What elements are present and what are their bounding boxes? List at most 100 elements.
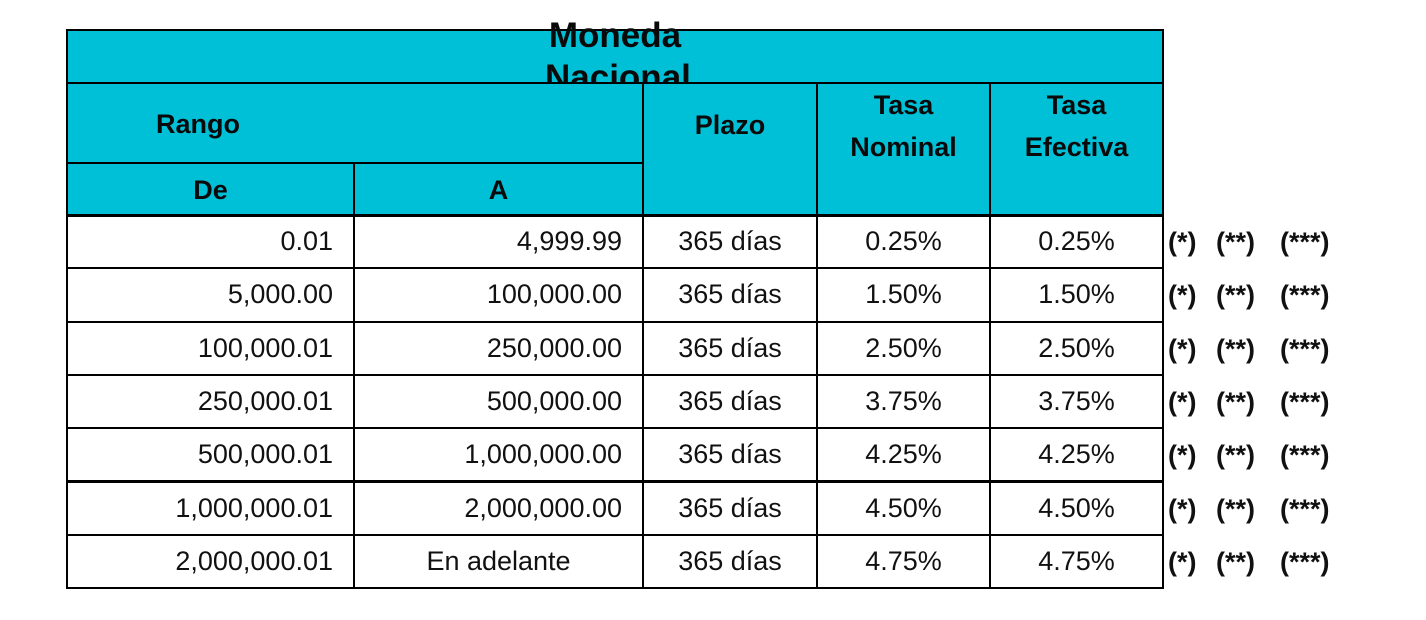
data-cell: 1.50% <box>816 267 991 323</box>
data-cell: 365 días <box>642 267 818 323</box>
data-cell: 3.75% <box>816 373 991 430</box>
data-cell-text: 2.50% <box>1038 332 1115 363</box>
data-cell: 4.75% <box>989 533 1164 590</box>
data-cell-text: 4.75% <box>1038 545 1115 576</box>
data-cell: 1.50% <box>989 267 1164 323</box>
footnote-marker: (**) <box>1216 386 1255 417</box>
data-cell-text: 365 días <box>678 492 782 523</box>
data-cell-text: 5,000.00 <box>227 279 333 310</box>
data-cell: 2,000,000.00 <box>353 480 644 536</box>
data-cell: 365 días <box>642 533 818 590</box>
data-cell-text: 100,000.01 <box>197 332 333 363</box>
data-cell-text: 500,000.00 <box>486 386 622 417</box>
data-cell-text: 0.25% <box>1038 226 1115 257</box>
footnote-marker: (**) <box>1216 440 1255 471</box>
header-cell-text: Plazo <box>694 110 766 140</box>
data-cell-text: 0.25% <box>865 226 942 257</box>
footnote-marker: (*) <box>1168 493 1197 524</box>
data-cell-text: 365 días <box>678 226 782 257</box>
data-cell: 0.25% <box>816 214 991 270</box>
header-cell-text: De <box>193 174 228 205</box>
data-cell: 0.01 <box>66 214 355 270</box>
header-cell-text: A <box>488 174 509 205</box>
data-cell: 500,000.01 <box>66 427 355 483</box>
data-cell: 365 días <box>642 427 818 483</box>
data-cell-text: 4.50% <box>1038 492 1115 523</box>
table-title-text: Moneda Nacional <box>545 16 691 97</box>
data-cell-text: 1,000,000.01 <box>175 492 333 523</box>
header-cell: Plazo <box>642 82 818 217</box>
data-cell-text: 250,000.00 <box>486 332 622 363</box>
data-cell-text: 4.25% <box>1038 439 1115 470</box>
data-cell: 4,999.99 <box>353 214 644 270</box>
header-cell: De <box>66 162 355 217</box>
data-cell: En adelante <box>353 533 644 590</box>
footnote-marker: (**) <box>1216 227 1255 257</box>
data-cell-text: 250,000.01 <box>197 386 333 417</box>
data-cell: 365 días <box>642 214 818 270</box>
data-cell: 365 días <box>642 373 818 430</box>
data-cell-text: 1,000,000.00 <box>464 439 622 470</box>
footnote-marker: (***) <box>1280 440 1330 471</box>
data-cell: 1,000,000.00 <box>353 427 644 483</box>
header-cell-text: Tasa Nominal <box>850 90 957 162</box>
data-cell: 365 días <box>642 320 818 376</box>
data-cell: 250,000.00 <box>353 320 644 376</box>
data-cell-text: 365 días <box>678 545 782 576</box>
data-cell: 4.50% <box>989 480 1164 536</box>
data-cell-text: 1.50% <box>865 279 942 310</box>
data-cell: 1,000,000.01 <box>66 480 355 536</box>
data-cell: 4.50% <box>816 480 991 536</box>
data-cell: 0.25% <box>989 214 1164 270</box>
footnote-marker: (*) <box>1168 280 1197 311</box>
data-cell: 2.50% <box>816 320 991 376</box>
header-cell-text: Tasa Efectiva <box>1024 90 1129 162</box>
footnote-marker: (*) <box>1168 333 1197 364</box>
data-cell-text: 2,000,000.01 <box>175 545 333 576</box>
data-cell-text: 1.50% <box>1038 279 1115 310</box>
footnote-marker: (**) <box>1216 280 1255 311</box>
data-cell-text: 4.75% <box>865 545 942 576</box>
footnote-marker: (**) <box>1216 333 1255 364</box>
footnote-marker: (***) <box>1280 333 1330 364</box>
table-title: Moneda Nacional <box>66 16 1164 97</box>
data-cell-text: 365 días <box>678 386 782 417</box>
data-cell-text: 100,000.00 <box>486 279 622 310</box>
header-cell: A <box>353 162 644 217</box>
data-cell: 4.25% <box>816 427 991 483</box>
footnote-marker: (*) <box>1168 546 1197 577</box>
footnote-marker: (*) <box>1168 227 1197 257</box>
data-cell-text: 3.75% <box>865 386 942 417</box>
data-cell: 4.25% <box>989 427 1164 483</box>
data-cell-text: 365 días <box>678 332 782 363</box>
data-cell-text: 365 días <box>678 439 782 470</box>
data-cell: 100,000.01 <box>66 320 355 376</box>
footnote-marker: (***) <box>1280 227 1330 257</box>
data-cell-text: 3.75% <box>1038 386 1115 417</box>
data-cell: 2,000,000.01 <box>66 533 355 590</box>
header-cell: Rango <box>66 82 644 165</box>
data-cell: 365 días <box>642 480 818 536</box>
footnote-marker: (*) <box>1168 386 1197 417</box>
header-cell-text: Rango <box>156 108 240 139</box>
data-cell-text: 0.01 <box>280 226 333 257</box>
header-cell: Tasa Nominal <box>816 82 991 217</box>
data-cell-text: 500,000.01 <box>197 439 333 470</box>
data-cell: 4.75% <box>816 533 991 590</box>
footnote-marker: (***) <box>1280 386 1330 417</box>
footnote-marker: (**) <box>1216 493 1255 524</box>
data-cell: 2.50% <box>989 320 1164 376</box>
data-cell: 250,000.01 <box>66 373 355 430</box>
footnote-marker: (***) <box>1280 493 1330 524</box>
data-cell-text: 4.50% <box>865 492 942 523</box>
footnote-marker: (*) <box>1168 440 1197 471</box>
data-cell-text: 4.25% <box>865 439 942 470</box>
data-cell: 5,000.00 <box>66 267 355 323</box>
header-cell: Tasa Efectiva <box>989 82 1164 217</box>
data-cell: 500,000.00 <box>353 373 644 430</box>
data-cell-text: 2,000,000.00 <box>464 492 622 523</box>
data-cell-text: En adelante <box>426 545 571 576</box>
footnote-marker: (***) <box>1280 546 1330 577</box>
data-cell: 100,000.00 <box>353 267 644 323</box>
